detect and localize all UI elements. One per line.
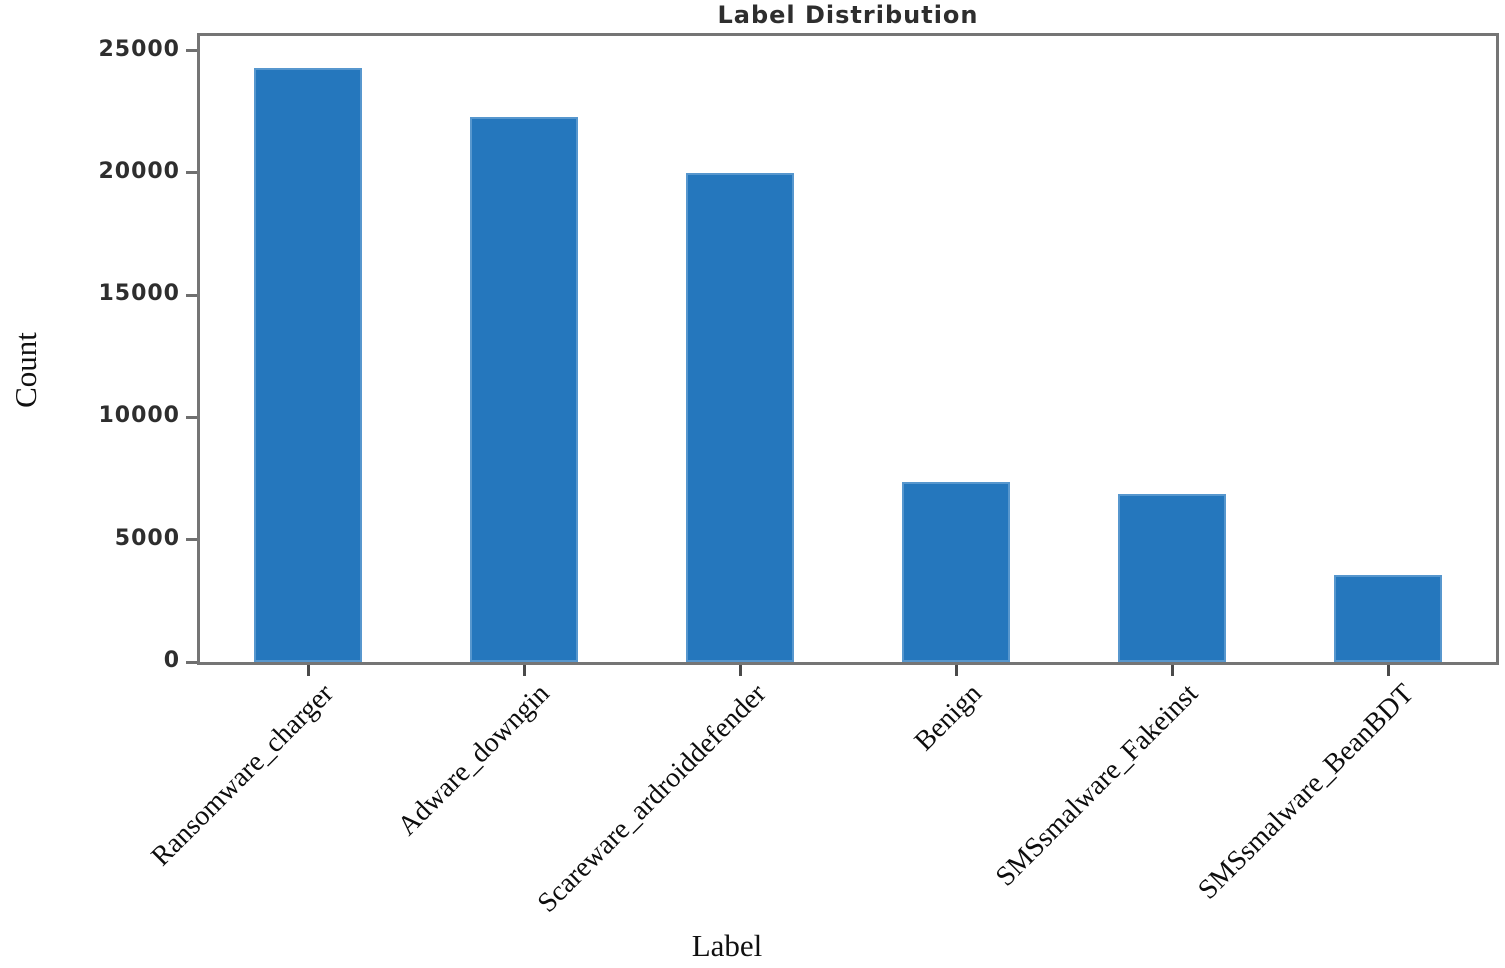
y-tick-mark [186,293,197,297]
chart-title: Label Distribution [717,1,979,29]
x-tick-label: SMSsmalware_Fakeinst [989,678,1204,893]
x-axis-title: Label [691,928,763,963]
y-tick-mark [186,171,197,175]
bar [254,67,362,662]
y-tick-label: 5000 [114,525,180,551]
y-tick-label: 20000 [98,158,180,184]
x-tick-mark [1386,665,1390,676]
x-tick-label: Adware_downgin [392,678,556,842]
plot-area [197,33,1499,665]
y-tick-mark [186,660,197,664]
y-tick-mark [186,415,197,419]
y-tick-label: 0 [163,648,180,673]
bar [1334,575,1442,662]
x-tick-label: Scareware_ardroiddefender [531,678,772,919]
x-tick-mark [1170,665,1174,676]
bar [686,172,794,662]
x-tick-mark [738,665,742,676]
bar [902,482,1010,662]
y-tick-mark [186,49,197,53]
y-tick-mark [186,538,197,542]
y-tick-label: 15000 [98,281,180,307]
y-tick-label: 10000 [98,403,180,429]
bar [1118,494,1226,662]
y-axis-title: Count [8,332,43,408]
x-tick-mark [954,665,958,676]
x-tick-mark [306,665,310,676]
x-tick-label: SMSsmalware_BeanBDT [1192,678,1420,906]
y-tick-label: 25000 [98,36,180,62]
x-tick-label: Ransomware_charger [145,678,340,873]
x-tick-label: Benign [908,678,988,758]
x-tick-mark [522,665,526,676]
bar [470,116,578,662]
